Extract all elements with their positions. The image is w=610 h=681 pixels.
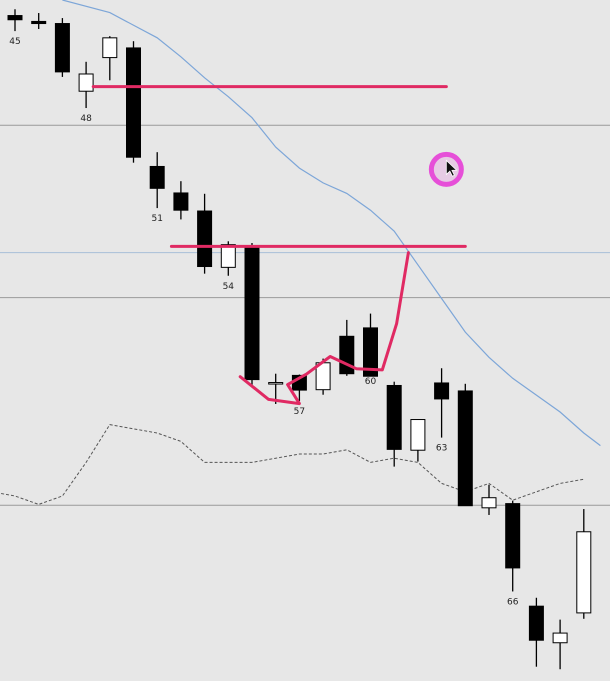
indicator-line xyxy=(0,424,584,505)
candle-53 xyxy=(197,193,213,274)
candle-body-66 xyxy=(505,503,521,569)
bar-number-label-54: 54 xyxy=(223,282,235,292)
candle-body-51 xyxy=(149,165,165,189)
candle-50 xyxy=(126,41,141,163)
candle-body-61 xyxy=(386,384,402,450)
bar-number-label-66: 66 xyxy=(507,597,519,607)
candle-body-53 xyxy=(197,210,213,268)
candle-body-56 xyxy=(268,382,284,385)
candle-64 xyxy=(457,383,473,507)
candle-body-47 xyxy=(54,23,70,73)
candle-69 xyxy=(576,509,592,619)
candle-body-45 xyxy=(7,15,23,21)
candle-body-69 xyxy=(576,531,592,614)
candle-body-54 xyxy=(220,244,236,268)
candle-63 xyxy=(434,368,450,438)
candle-66 xyxy=(505,500,521,592)
bar-number-label-57: 57 xyxy=(294,407,305,417)
drawn-path xyxy=(238,251,410,406)
candle-body-64 xyxy=(457,390,473,507)
candle-body-63 xyxy=(434,382,450,400)
bar-number-label-45: 45 xyxy=(9,37,20,47)
candle-body-68 xyxy=(552,632,568,644)
candle-67 xyxy=(528,597,544,667)
candle-58 xyxy=(315,358,331,395)
candle-60 xyxy=(363,313,378,377)
candle-68 xyxy=(552,619,568,670)
bar-number-label-63: 63 xyxy=(436,444,447,454)
candle-47 xyxy=(54,18,70,77)
candle-body-52 xyxy=(173,192,189,211)
candle-45 xyxy=(7,9,23,32)
candle-49 xyxy=(102,36,118,81)
mouse-pointer-icon xyxy=(445,159,458,177)
bar-number-label-60: 60 xyxy=(365,377,377,387)
moving-average-line xyxy=(62,0,601,447)
candle-65 xyxy=(481,484,497,515)
candle-body-60 xyxy=(363,327,378,377)
candle-62 xyxy=(410,419,426,462)
candle-body-65 xyxy=(481,497,497,509)
candle-body-62 xyxy=(410,419,426,451)
candle-52 xyxy=(173,181,189,220)
candle-body-49 xyxy=(102,37,118,59)
candle-body-67 xyxy=(528,605,544,641)
bar-number-label-51: 51 xyxy=(151,214,162,224)
candle-body-55 xyxy=(244,247,260,381)
candle-51 xyxy=(149,152,165,209)
candle-61 xyxy=(386,381,402,467)
candle-body-48 xyxy=(78,73,94,92)
candle-body-50 xyxy=(126,47,141,158)
candle-body-46 xyxy=(31,20,47,25)
candle-46 xyxy=(31,13,47,30)
candle-55 xyxy=(244,242,260,385)
candle-48 xyxy=(78,61,94,109)
bar-number-label-48: 48 xyxy=(80,114,92,124)
